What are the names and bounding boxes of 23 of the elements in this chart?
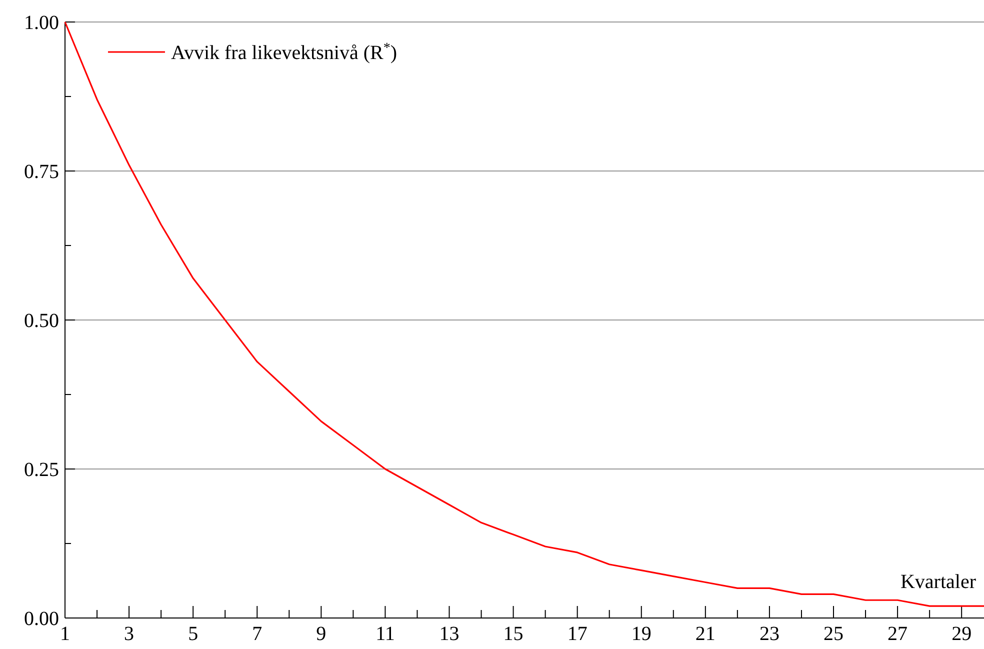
x-tick-label: 7 [252,623,262,645]
x-tick-label: 23 [759,623,780,645]
x-tick-label: 25 [824,623,844,645]
x-tick-label: 1 [60,623,70,645]
x-tick-label: 17 [567,623,588,645]
x-tick-label: 15 [503,623,524,645]
x-tick-label: 19 [631,623,652,645]
y-tick-label: 0.50 [24,310,59,332]
x-tick-label: 5 [188,623,198,645]
x-tick-label: 21 [695,623,716,645]
y-tick-label: 0.75 [24,161,59,183]
x-tick-label: 11 [376,623,395,645]
x-tick-label: 3 [124,623,134,645]
y-tick-label: 0.00 [24,608,59,630]
x-tick-label: 27 [888,623,908,645]
x-axis-title: Kvartaler [900,571,976,593]
x-tick-label: 29 [952,623,972,645]
legend-label: Avvik fra likevektsnivå (R$^{*}$) [171,40,398,64]
y-tick-label: 1.00 [24,12,59,34]
line-series [64,21,984,607]
x-tick-label: 13 [439,623,460,645]
y-tick-label: 0.25 [24,459,59,481]
x-tick-label: 9 [316,623,326,645]
